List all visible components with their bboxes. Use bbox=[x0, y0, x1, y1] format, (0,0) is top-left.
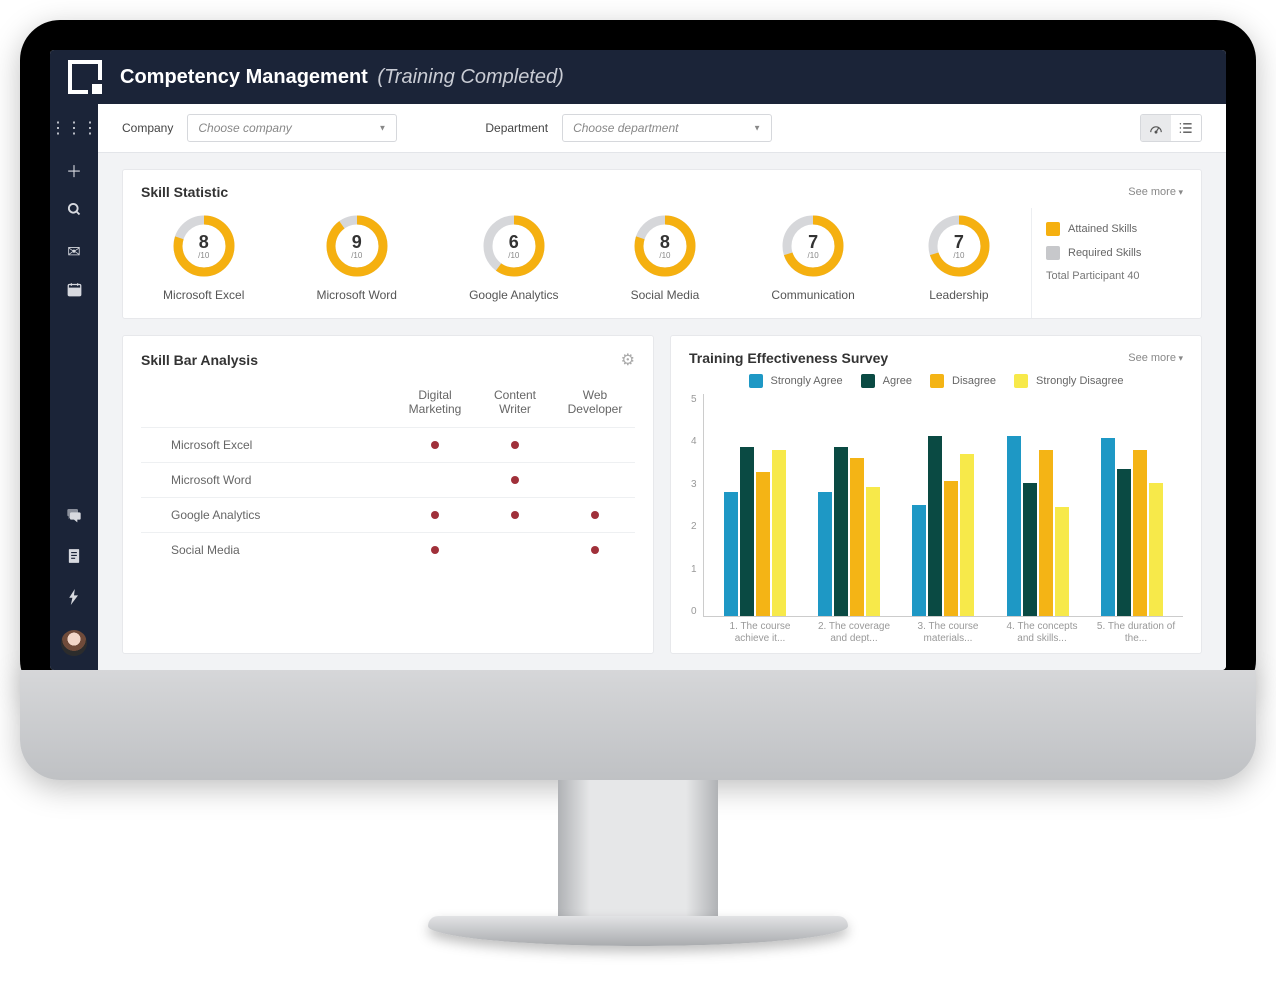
skill-bar-analysis-card: Skill Bar Analysis ⚙ DigitalMarketingCon… bbox=[122, 335, 654, 654]
legend-required: Required Skills bbox=[1068, 247, 1141, 259]
skill-statistic-seemore[interactable]: See more bbox=[1128, 186, 1183, 198]
skill-gauge: 9/10 Microsoft Word bbox=[317, 214, 397, 302]
company-label: Company bbox=[122, 121, 173, 135]
bar-group bbox=[1101, 394, 1163, 616]
app-screen: Competency Management (Training Complete… bbox=[50, 50, 1226, 670]
skill-gauge: 8/10 Social Media bbox=[631, 214, 700, 302]
search-icon[interactable] bbox=[67, 202, 82, 222]
titlebar: Competency Management (Training Complete… bbox=[50, 50, 1226, 104]
mail-icon[interactable]: ✉ bbox=[67, 242, 80, 262]
bolt-icon[interactable] bbox=[68, 589, 80, 610]
skill-gauge: 8/10 Microsoft Excel bbox=[163, 214, 244, 302]
chat-icon[interactable] bbox=[66, 507, 82, 528]
user-avatar[interactable] bbox=[61, 630, 87, 656]
department-label: Department bbox=[485, 121, 548, 135]
page-title: Competency Management bbox=[120, 66, 368, 88]
survey-title: Training Effectiveness Survey bbox=[689, 350, 888, 366]
view-toggle bbox=[1140, 114, 1202, 142]
sba-title: Skill Bar Analysis bbox=[141, 352, 258, 368]
skill-gauge: 7/10 Leadership bbox=[927, 214, 991, 302]
bar-group bbox=[818, 394, 880, 616]
filter-bar: Company Choose company Department Choose… bbox=[98, 104, 1226, 153]
total-participant: Total Participant 40 bbox=[1046, 270, 1187, 282]
gear-icon[interactable]: ⚙ bbox=[621, 350, 635, 370]
department-select[interactable]: Choose department bbox=[562, 114, 772, 142]
survey-card: Training Effectiveness Survey See more S… bbox=[670, 335, 1202, 654]
list-view-button[interactable] bbox=[1171, 115, 1201, 141]
bar-group bbox=[724, 394, 786, 616]
add-icon[interactable]: ＋ bbox=[66, 158, 82, 182]
company-select[interactable]: Choose company bbox=[187, 114, 397, 142]
page-subtitle: (Training Completed) bbox=[377, 66, 563, 88]
skill-statistic-title: Skill Statistic bbox=[141, 184, 228, 200]
skill-gauge: 7/10 Communication bbox=[771, 214, 854, 302]
survey-seemore[interactable]: See more bbox=[1128, 352, 1183, 364]
app-logo-icon bbox=[68, 60, 102, 94]
legend-attained: Attained Skills bbox=[1068, 223, 1137, 235]
dashboard-view-button[interactable] bbox=[1141, 115, 1171, 141]
document-icon[interactable] bbox=[67, 548, 81, 569]
bar-group bbox=[912, 394, 974, 616]
calendar-icon[interactable] bbox=[67, 282, 82, 302]
skill-gauge: 6/10 Google Analytics bbox=[469, 214, 558, 302]
apps-icon[interactable]: ⋮⋮⋮ bbox=[50, 118, 98, 138]
bar-group bbox=[1007, 394, 1069, 616]
sidebar: ⋮⋮⋮ ＋ ✉ bbox=[50, 104, 98, 670]
skill-statistic-card: Skill Statistic See more 8/10 Microsoft … bbox=[122, 169, 1202, 319]
